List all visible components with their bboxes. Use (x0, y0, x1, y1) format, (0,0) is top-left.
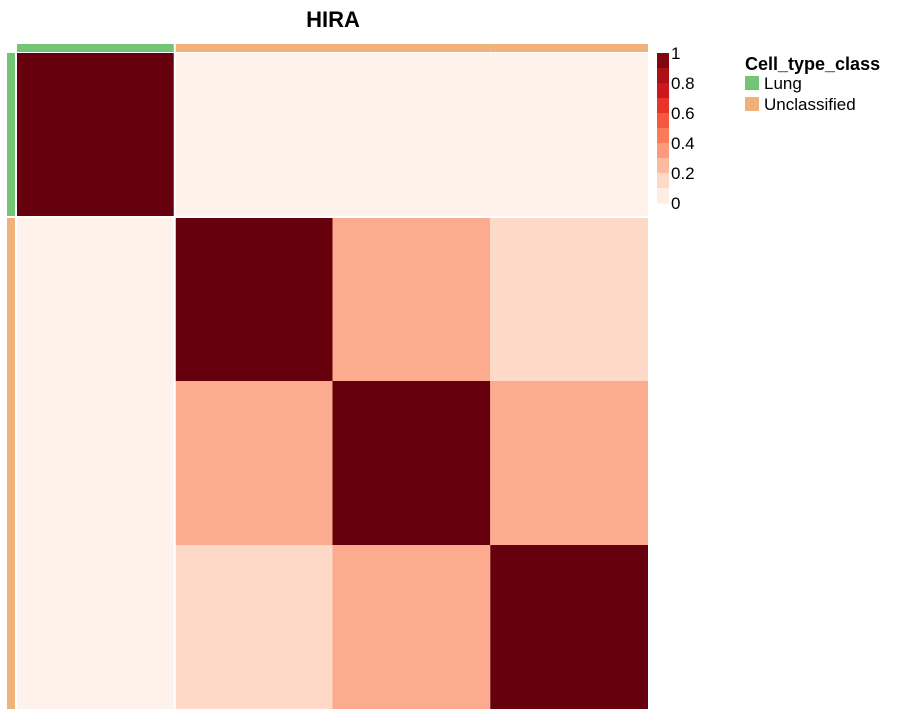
row-annotation-segment-3 (7, 381, 15, 545)
row-annotation-segment-4 (7, 545, 15, 709)
heatmap-cell-r3-c2 (174, 381, 333, 545)
color-scale-tick-label-6: 0 (671, 194, 680, 213)
row-annotation-segment-1 (7, 53, 15, 217)
annotation-legend: Cell_type_class Lung Unclassified (745, 54, 880, 114)
color-scale-swatch-3 (657, 83, 669, 99)
annotation-legend-label-2: Unclassified (764, 95, 856, 114)
heatmap-cell-r4-c3 (332, 545, 491, 709)
heatmap-cell-r4-c4 (490, 545, 648, 709)
heatmap-cell-r2-c1 (17, 217, 175, 381)
color-scale-tick-label-1: 1 (671, 44, 680, 63)
chart-title: HIRA (306, 7, 360, 32)
heatmap-cell-r1-c2 (174, 53, 333, 217)
color-scale-tick-label-5: 0.2 (671, 164, 695, 183)
heatmap-cell-r2-c2 (174, 217, 333, 381)
color-scale-swatch-4 (657, 98, 669, 114)
color-scale-swatch-1 (657, 53, 669, 69)
heatmap-cell-r1-c1 (17, 53, 175, 217)
heatmap-cell-r3-c4 (490, 381, 648, 545)
color-scale-swatch-8 (657, 158, 669, 174)
column-annotation-bar (17, 44, 648, 52)
color-scale-swatch-9 (657, 173, 669, 189)
heatmap-cell-r2-c4 (490, 217, 648, 381)
heatmap-cell-r3-c3 (332, 381, 491, 545)
color-scale-swatch-7 (657, 143, 669, 159)
color-scale-swatch-2 (657, 68, 669, 84)
annotation-legend-label-1: Lung (764, 74, 802, 93)
column-annotation-segment-1 (17, 44, 175, 52)
column-annotation-segment-2 (174, 44, 333, 52)
heatmap-cell-r1-c3 (332, 53, 491, 217)
color-scale-tick-label-2: 0.8 (671, 74, 695, 93)
color-scale-swatch-6 (657, 128, 669, 144)
color-scale-swatch-5 (657, 113, 669, 129)
color-scale-legend: 1 0.8 0.6 0.4 0.2 0 (657, 44, 695, 213)
annotation-legend-swatch-2 (745, 97, 759, 111)
row-annotation-segment-2 (7, 217, 15, 381)
annotation-legend-title: Cell_type_class (745, 54, 880, 74)
row-annotation-bar (7, 53, 15, 709)
annotation-legend-swatch-1 (745, 76, 759, 90)
color-scale-tick-label-4: 0.4 (671, 134, 695, 153)
color-scale-tick-label-3: 0.6 (671, 104, 695, 123)
column-annotation-segment-4 (490, 44, 648, 52)
heatmap-cell-r3-c1 (17, 381, 175, 545)
column-annotation-segment-3 (332, 44, 491, 52)
heatmap-cell-r4-c2 (174, 545, 333, 709)
heatmap-cell-r1-c4 (490, 53, 648, 217)
color-scale-swatch-10 (657, 188, 669, 204)
heatmap-cell-r4-c1 (17, 545, 175, 709)
heatmap-cells (17, 53, 648, 709)
heatmap-cell-r2-c3 (332, 217, 491, 381)
